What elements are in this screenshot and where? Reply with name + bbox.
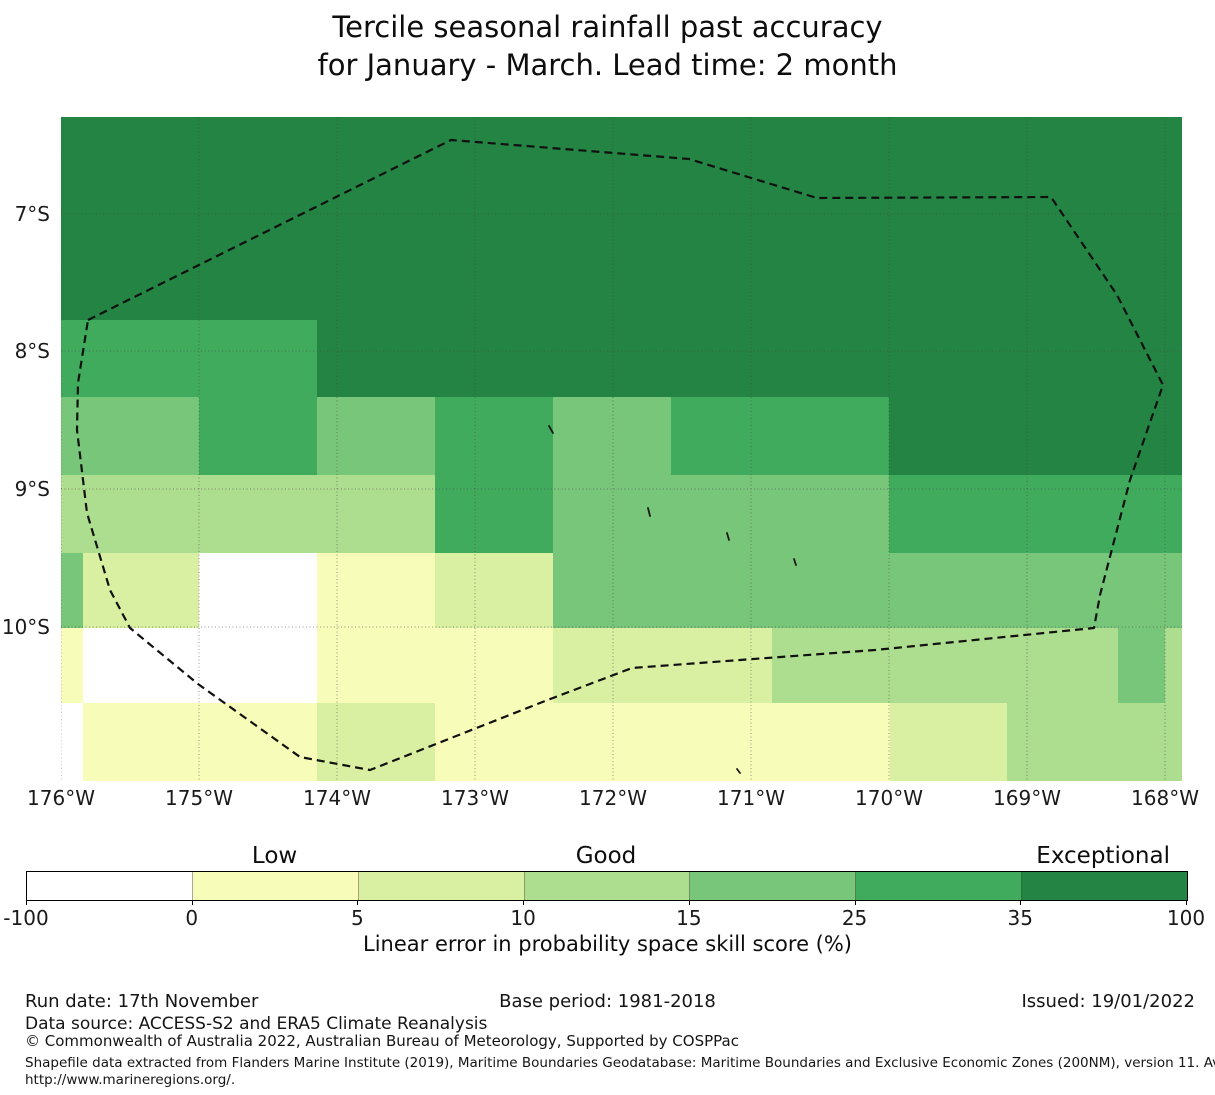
- shapefile-attribution-line1: Shapefile data extracted from Flanders M…: [25, 1055, 1215, 1071]
- x-tick-label: 170°W: [855, 786, 923, 810]
- chart-title-line2: for January - March. Lead time: 2 month: [317, 48, 898, 82]
- colorbar-tick: [1020, 900, 1022, 905]
- x-tick-label: 172°W: [579, 786, 647, 810]
- skill-grid-cell: [889, 397, 1182, 475]
- colorbar-category-label: Good: [575, 843, 637, 869]
- skill-grid-cell: [435, 475, 553, 553]
- skill-grid-cell: [61, 553, 83, 628]
- colorbar-category-label: Exceptional: [1036, 843, 1170, 869]
- colorbar-tick: [1186, 900, 1187, 905]
- skill-grid-cell: [435, 397, 553, 475]
- skill-grid-cell: [435, 553, 553, 628]
- x-tick-label: 173°W: [441, 786, 509, 810]
- colorbar-tick-label: 15: [676, 906, 702, 930]
- skill-grid-cell: [83, 553, 199, 628]
- skill-grid-cell: [1118, 628, 1165, 703]
- skill-grid-cell: [61, 320, 317, 397]
- colorbar-title: Linear error in probability space skill …: [363, 932, 852, 956]
- colorbar-tick: [191, 900, 193, 905]
- skill-grid-cell: [1007, 703, 1182, 781]
- island-mark: [736, 768, 741, 774]
- skill-grid-cell: [61, 397, 199, 475]
- base-period-text: Base period: 1981-2018: [499, 991, 716, 1012]
- colorbar-segment: [358, 872, 525, 900]
- colorbar-segment: [524, 872, 691, 900]
- run-date-text: Run date: 17th November: [25, 991, 259, 1012]
- island-mark: [726, 532, 730, 541]
- colorbar-tick-label: 25: [841, 906, 868, 930]
- skill-grid-cell: [61, 628, 83, 703]
- x-tick-label: 174°W: [303, 786, 371, 810]
- colorbar-segment: [192, 872, 359, 900]
- x-tick-label: 169°W: [993, 786, 1061, 810]
- y-tick-label: 10°S: [1, 615, 50, 639]
- skill-grid-cell: [890, 703, 1007, 781]
- colorbar-tick-label: 5: [351, 906, 364, 930]
- colorbar-tick: [688, 900, 690, 905]
- colorbar-tick-label: 0: [185, 906, 199, 930]
- skill-grid-cell: [61, 703, 83, 781]
- colorbar-tick-label: 35: [1007, 906, 1034, 930]
- skill-grid-cell: [61, 117, 1182, 320]
- chart-title-line1: Tercile seasonal rainfall past accuracy: [332, 10, 883, 44]
- colorbar-tick: [523, 900, 525, 905]
- colorbar-tick: [854, 900, 856, 905]
- colorbar-segment: [690, 872, 857, 900]
- y-tick-label: 7°S: [14, 202, 50, 226]
- skill-grid-cell: [1165, 628, 1182, 703]
- x-tick-label: 171°W: [717, 786, 785, 810]
- skill-grid-cell: [83, 703, 317, 781]
- skill-grid-cell: [317, 320, 1182, 397]
- skill-grid-cell: [553, 397, 671, 475]
- x-tick-label: 176°W: [27, 786, 95, 810]
- colorbar: [26, 871, 1188, 901]
- island-mark: [548, 425, 554, 434]
- skill-grid-cell: [199, 397, 317, 475]
- skill-grid-cell: [671, 397, 889, 475]
- skill-grid-cell: [317, 628, 553, 703]
- skill-grid-cell: [889, 475, 1182, 553]
- x-tick-label: 175°W: [165, 786, 233, 810]
- shapefile-attribution-line2: http://www.marineregions.org/.: [25, 1072, 236, 1088]
- skill-grid-cell: [772, 628, 1118, 703]
- rainfall-skill-map: [61, 117, 1182, 781]
- colorbar-tick: [26, 900, 27, 905]
- island-mark: [647, 507, 651, 517]
- colorbar-tick-label: -100: [3, 906, 49, 930]
- eez-boundary-dashed-line: [75, 138, 1165, 772]
- colorbar-tick-label: 10: [510, 906, 536, 930]
- skill-grid-cell: [435, 703, 890, 781]
- skill-grid-cell: [317, 397, 435, 475]
- y-tick-label: 8°S: [14, 339, 50, 363]
- colorbar-segment: [1022, 872, 1188, 900]
- colorbar-segment: [27, 872, 193, 900]
- skill-grid-cell: [61, 475, 435, 553]
- skill-grid-cell: [199, 553, 317, 628]
- skill-grid-cell: [553, 553, 1182, 628]
- copyright-text: © Commonwealth of Australia 2022, Austra…: [25, 1032, 739, 1050]
- colorbar-segment: [856, 872, 1023, 900]
- x-tick-label: 168°W: [1131, 786, 1199, 810]
- island-mark: [793, 558, 797, 566]
- colorbar-tick: [357, 900, 359, 905]
- chart-title: Tercile seasonal rainfall past accuracy …: [0, 8, 1215, 84]
- data-source-text: Data source: ACCESS-S2 and ERA5 Climate …: [25, 1014, 488, 1034]
- colorbar-category-label: Low: [251, 843, 298, 869]
- y-tick-label: 9°S: [14, 477, 50, 501]
- skill-grid-cell: [317, 553, 435, 628]
- issued-date-text: Issued: 19/01/2022: [1021, 991, 1195, 1012]
- skill-grid-cell: [83, 628, 317, 703]
- skill-grid-cell: [317, 703, 435, 781]
- colorbar-tick-label: 100: [1166, 906, 1206, 930]
- skill-grid-cell: [553, 475, 889, 553]
